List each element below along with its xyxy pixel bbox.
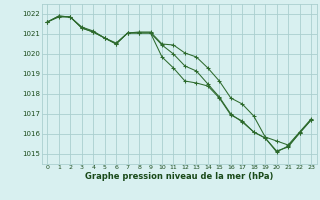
X-axis label: Graphe pression niveau de la mer (hPa): Graphe pression niveau de la mer (hPa) (85, 172, 273, 181)
